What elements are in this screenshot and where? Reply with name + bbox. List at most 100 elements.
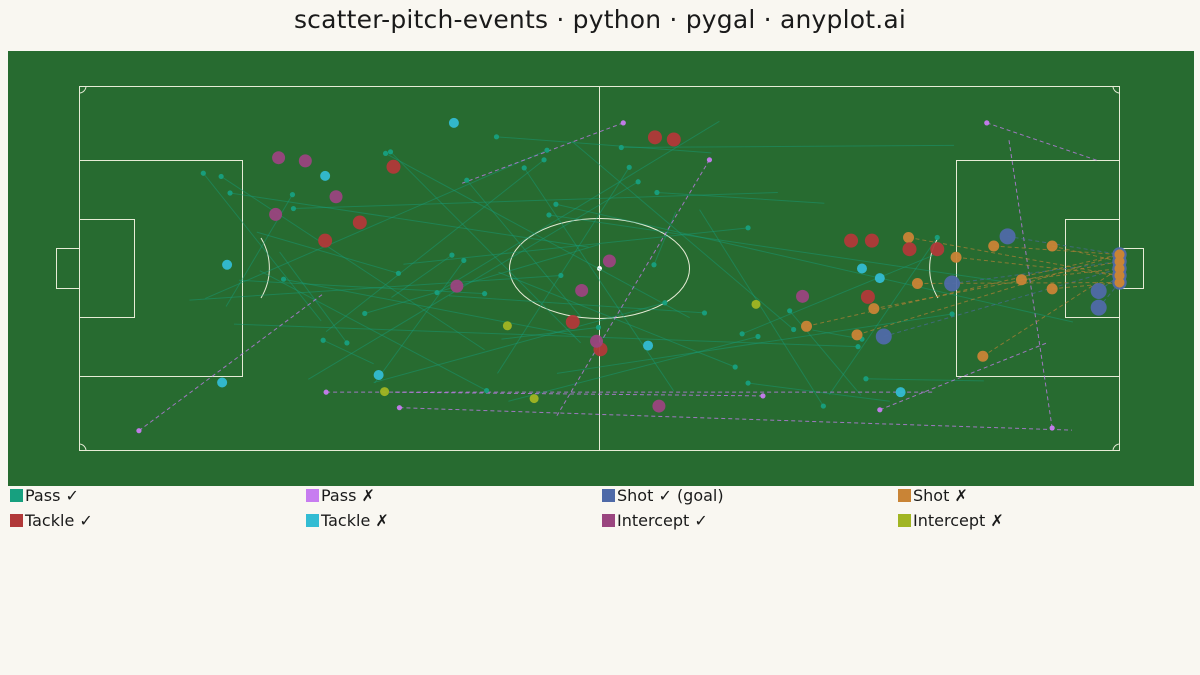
pass-success-point bbox=[855, 344, 861, 350]
corner-arc-bottom-left bbox=[79, 443, 87, 451]
pass-success-line bbox=[523, 167, 675, 392]
pass-success-point bbox=[362, 310, 368, 317]
intercept-success-point bbox=[329, 190, 343, 204]
legend-swatch bbox=[602, 514, 615, 527]
shot-success-goal-line bbox=[952, 261, 1120, 284]
pass-success-point bbox=[558, 272, 564, 279]
legend-item-intercept-success[interactable]: Intercept ✓ bbox=[602, 511, 898, 530]
pass-success-point bbox=[701, 310, 708, 316]
pass-success-point bbox=[227, 190, 233, 196]
pass-fail-point bbox=[877, 407, 883, 413]
pass-success-line bbox=[621, 144, 955, 149]
pass-success-point bbox=[461, 257, 467, 264]
corner-arc-top-right bbox=[1112, 86, 1120, 94]
pitch-plot bbox=[8, 51, 1194, 486]
intercept-success-point bbox=[269, 207, 283, 221]
intercept-fail-point bbox=[380, 387, 390, 397]
legend-item-tackle-success[interactable]: Tackle ✓ bbox=[10, 511, 306, 530]
shot-fail-point bbox=[911, 277, 923, 289]
pass-success-line bbox=[865, 378, 984, 382]
shot-success-goal-point bbox=[875, 328, 892, 345]
pass-success-line bbox=[508, 335, 759, 402]
pass-fail-line bbox=[879, 341, 1049, 411]
legend-swatch bbox=[602, 489, 615, 502]
left-penalty-arc bbox=[260, 237, 270, 299]
intercept-success-point bbox=[272, 151, 286, 165]
pass-success-line bbox=[233, 323, 859, 348]
pass-success-point bbox=[289, 192, 296, 198]
pass-success-line bbox=[229, 192, 589, 248]
intercept-fail-point bbox=[529, 394, 539, 404]
chart-title: scatter-pitch-events · python · pygal · … bbox=[293, 5, 907, 34]
shot-fail-line bbox=[993, 245, 1120, 255]
centre-spot bbox=[597, 266, 602, 271]
tackle-success-point bbox=[666, 132, 681, 147]
pass-success-line bbox=[391, 254, 453, 298]
pass-success-line bbox=[403, 227, 749, 265]
pass-success-point bbox=[387, 149, 394, 155]
pass-success-line bbox=[293, 191, 778, 210]
shot-success-goal-line bbox=[1007, 235, 1120, 255]
legend-item-shot-fail[interactable]: Shot ✗ bbox=[898, 486, 1194, 505]
pass-success-line bbox=[656, 191, 825, 204]
intercept-success-point bbox=[796, 289, 810, 303]
tackle-fail-point bbox=[217, 377, 228, 388]
pass-success-line bbox=[373, 302, 666, 383]
tackle-fail-point bbox=[222, 259, 233, 270]
pass-success-line bbox=[308, 181, 639, 380]
pass-fail-line bbox=[393, 391, 763, 397]
pass-fail-line bbox=[138, 292, 325, 432]
pass-success-line bbox=[497, 167, 630, 374]
legend-item-tackle-fail[interactable]: Tackle ✗ bbox=[306, 511, 602, 530]
tackle-fail-point bbox=[643, 340, 654, 351]
legend-label: Tackle ✓ bbox=[25, 511, 93, 530]
legend-swatch bbox=[306, 514, 319, 527]
pass-success-point bbox=[541, 157, 547, 163]
shot-fail-line bbox=[856, 254, 1120, 336]
centre-circle bbox=[509, 218, 690, 319]
legend-label: Intercept ✗ bbox=[913, 511, 1004, 530]
event-layer bbox=[136, 117, 1127, 434]
legend-label: Shot ✗ bbox=[913, 486, 968, 505]
pass-success-point bbox=[218, 173, 224, 180]
shot-fail-end-point bbox=[1114, 270, 1125, 281]
shot-fail-end-point bbox=[1114, 249, 1125, 260]
pass-fail-point bbox=[136, 428, 142, 434]
tackle-fail-point bbox=[874, 273, 885, 284]
shot-success-goal-line bbox=[883, 268, 1120, 337]
shot-fail-line bbox=[1021, 268, 1120, 281]
tackle-success-point bbox=[565, 315, 580, 330]
legend-item-pass-fail[interactable]: Pass ✗ bbox=[306, 486, 602, 505]
shot-fail-line bbox=[908, 236, 1120, 276]
tackle-fail-point bbox=[320, 170, 331, 181]
pass-fail-point bbox=[323, 389, 329, 395]
legend-swatch bbox=[898, 489, 911, 502]
legend-label: Shot ✓ (goal) bbox=[617, 486, 724, 505]
pass-success-point bbox=[654, 189, 660, 196]
shot-success-goal-point bbox=[1090, 299, 1107, 316]
shot-fail-point bbox=[903, 231, 915, 243]
pass-success-point bbox=[493, 134, 500, 140]
pass-success-point bbox=[949, 311, 955, 317]
shot-success-goal-line bbox=[1098, 282, 1120, 308]
tackle-success-point bbox=[844, 233, 859, 248]
pass-success-point bbox=[344, 340, 350, 346]
legend-item-shot-success-goal[interactable]: Shot ✓ (goal) bbox=[602, 486, 898, 505]
tackle-fail-point bbox=[895, 387, 906, 398]
legend-item-intercept-fail[interactable]: Intercept ✗ bbox=[898, 511, 1194, 530]
pass-fail-line bbox=[399, 407, 1072, 431]
pass-fail-line bbox=[461, 122, 624, 184]
pass-success-point bbox=[595, 324, 602, 330]
pass-success-line bbox=[571, 140, 794, 330]
shot-fail-line bbox=[1052, 245, 1120, 262]
legend-swatch bbox=[306, 489, 319, 502]
corner-arc-top-left bbox=[79, 86, 87, 94]
shot-fail-point bbox=[1015, 274, 1027, 286]
pass-success-line bbox=[498, 271, 736, 368]
pass-success-line bbox=[189, 274, 561, 301]
legend-label: Pass ✓ bbox=[25, 486, 79, 505]
pass-fail-point bbox=[620, 120, 626, 126]
pass-success-line bbox=[283, 278, 575, 336]
legend-item-pass-success[interactable]: Pass ✓ bbox=[10, 486, 306, 505]
pass-success-point bbox=[521, 165, 527, 171]
